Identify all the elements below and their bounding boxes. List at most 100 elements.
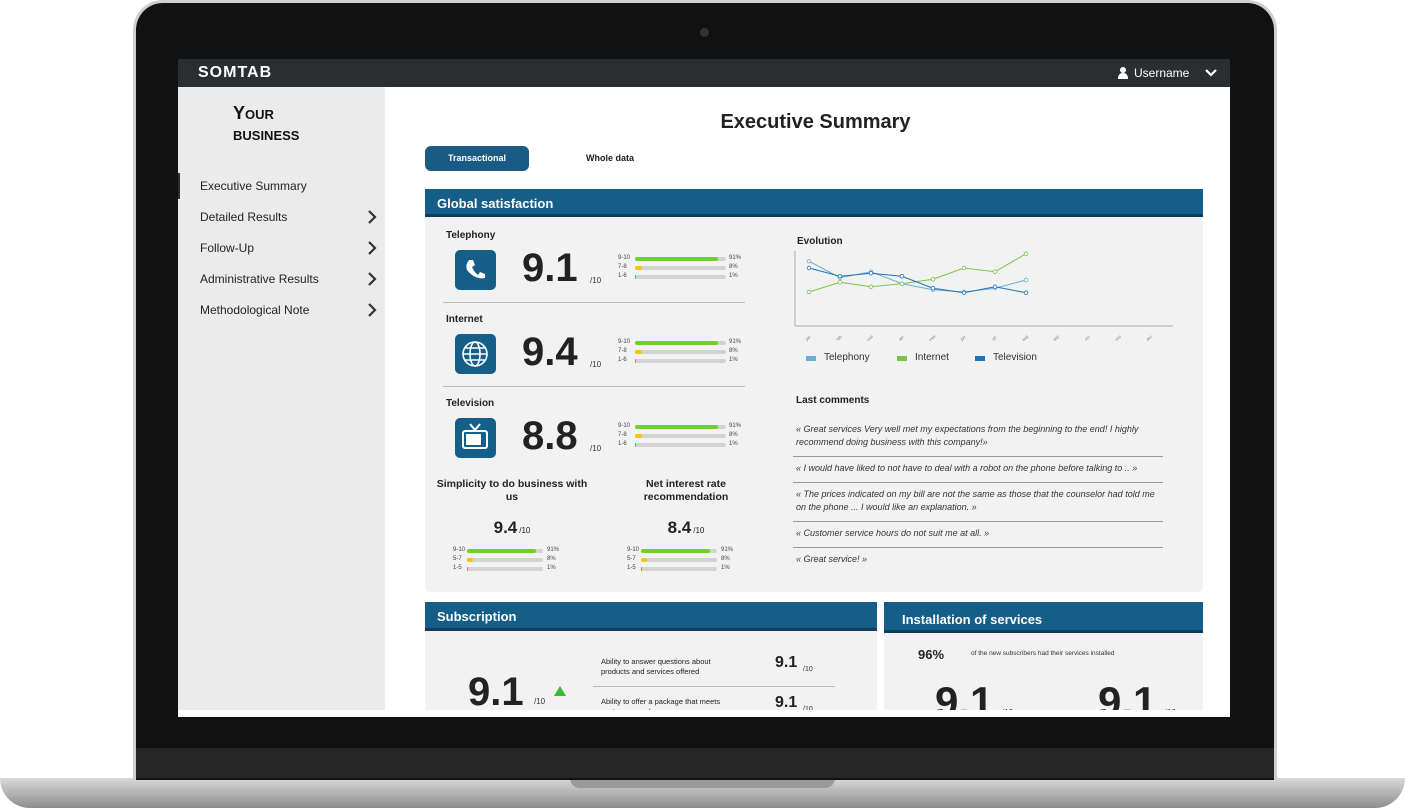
install-stat-text: of the new subscribers had their service…: [971, 650, 1115, 657]
bar-label: 9-10: [618, 255, 631, 261]
camera: [700, 28, 709, 37]
install-score: 9.1: [935, 678, 994, 711]
bar-track: [635, 275, 726, 279]
bar-label: 7-8: [618, 264, 627, 270]
x-tick-label: aug: [1021, 334, 1029, 342]
x-tick-label: may: [927, 333, 936, 342]
chevron: [368, 210, 377, 224]
bar-fill: [641, 558, 648, 562]
bar-label: 1-6: [618, 273, 627, 279]
nav-label: Administrative Results: [200, 272, 319, 286]
indicator-scale: /10: [519, 526, 531, 535]
series-point: [961, 265, 967, 271]
viewport: SOMTAB Username Your business Executive Summ…: [178, 59, 1230, 710]
service-icon: [455, 418, 496, 458]
logo-text: business: [233, 124, 300, 144]
series-point: [837, 274, 843, 279]
sub-item-text: Ability to offer a package that meets cu…: [601, 697, 721, 710]
series-point: [868, 271, 874, 276]
nav-item[interactable]: Follow-Up: [178, 238, 385, 258]
series-point: [899, 281, 905, 286]
x-tick-label: jul: [990, 335, 997, 342]
panel-header: Global satisfaction: [425, 189, 1203, 217]
bar-value-label: 8%: [721, 556, 730, 562]
user-menu[interactable]: Username: [1116, 59, 1230, 87]
legend-swatch: [975, 356, 985, 361]
comment: « Great service! »: [796, 554, 868, 564]
page-title: Executive Summary: [720, 111, 911, 133]
bar-label: 5-7: [627, 556, 636, 562]
bar-value-label: 8%: [729, 264, 738, 270]
chevron: [368, 272, 377, 286]
nav-item[interactable]: Executive Summary: [178, 173, 385, 199]
sub-item-text: Ability to answer questions about produc…: [601, 657, 711, 676]
bar-track: [635, 350, 726, 354]
screen: SOMTAB Username Your business Executive Summ…: [178, 59, 1230, 717]
nav-item[interactable]: Methodological Note: [178, 300, 385, 320]
service-score: 9.1: [522, 246, 578, 290]
nav-item[interactable]: Detailed Results: [178, 207, 385, 227]
bar-value-label: 91%: [721, 547, 734, 553]
bar-label: 7-8: [618, 348, 627, 354]
bar-value-label: 1%: [721, 565, 730, 571]
bar-track: [635, 359, 726, 363]
series-line: [808, 267, 1027, 294]
panel-title: Global satisfaction: [437, 196, 554, 211]
tab[interactable]: Whole data: [585, 153, 634, 163]
legend-label: Telephony: [824, 352, 870, 363]
bar-fill: [635, 257, 718, 261]
sub-score: 9.1: [468, 670, 524, 710]
bar-fill: [467, 549, 537, 553]
chevron: [1205, 69, 1217, 77]
indicator-score: 9.4: [493, 518, 518, 537]
install-scale: /10: [1165, 708, 1176, 710]
brand-logo: SOMTAB: [198, 64, 273, 81]
service-scale: /10: [590, 276, 602, 285]
legend-swatch: [897, 356, 907, 361]
indicator-score-row: 8.4/10: [606, 518, 766, 538]
comment: « The prices indicated on my bill are no…: [793, 483, 1163, 522]
nav-label: Methodological Note: [200, 303, 310, 317]
laptop-notch: [570, 778, 835, 788]
series-point: [899, 274, 905, 279]
comment: « Great services Very well met my expect…: [793, 418, 1163, 457]
chart-title: Evolution: [797, 236, 843, 247]
bar-track: [635, 443, 726, 447]
divider: [443, 302, 745, 303]
series-line: [808, 260, 1027, 293]
nav-item[interactable]: Administrative Results: [178, 269, 385, 289]
bar-label: 5-7: [453, 556, 462, 562]
service-name: Internet: [446, 314, 483, 325]
sub-scale: /10: [534, 697, 546, 706]
divider: [593, 686, 835, 687]
x-tick-label: dec: [1145, 334, 1153, 342]
bar-fill: [635, 443, 636, 447]
username: Username: [1134, 66, 1190, 80]
bar-fill: [635, 266, 643, 270]
series-point: [961, 290, 967, 295]
icon-graphic: [466, 260, 485, 279]
service-name: Television: [446, 398, 495, 409]
comment: « I would have liked to not have to deal…: [793, 457, 1163, 483]
bar-label: 7-8: [618, 432, 627, 438]
bar-value-label: 8%: [729, 348, 738, 354]
legend-swatch: [806, 356, 816, 361]
line-chart: jan feb mar apr may jun jul aug sep oct nov dec: [794, 251, 1173, 342]
service-scale: /10: [590, 360, 602, 369]
bar-fill: [641, 549, 711, 553]
indicator-name: Net interest rate recommendation: [643, 478, 729, 503]
tab[interactable]: Transactional: [425, 146, 529, 171]
bar-label: 1-5: [627, 565, 636, 571]
bar-fill: [635, 434, 643, 438]
bar-fill: [635, 359, 636, 363]
sub-item-score: 9.1: [775, 654, 798, 671]
bar-value-label: 8%: [729, 432, 738, 438]
icon-graphic: [462, 341, 488, 367]
x-tick-label: jun: [959, 334, 967, 342]
legend-label: Internet: [915, 352, 949, 363]
bar-label: 9-10: [618, 339, 631, 345]
indicator-score-row: 9.4/10: [432, 518, 592, 538]
user-head: [1120, 67, 1126, 73]
bar-value-label: 1%: [729, 357, 738, 363]
